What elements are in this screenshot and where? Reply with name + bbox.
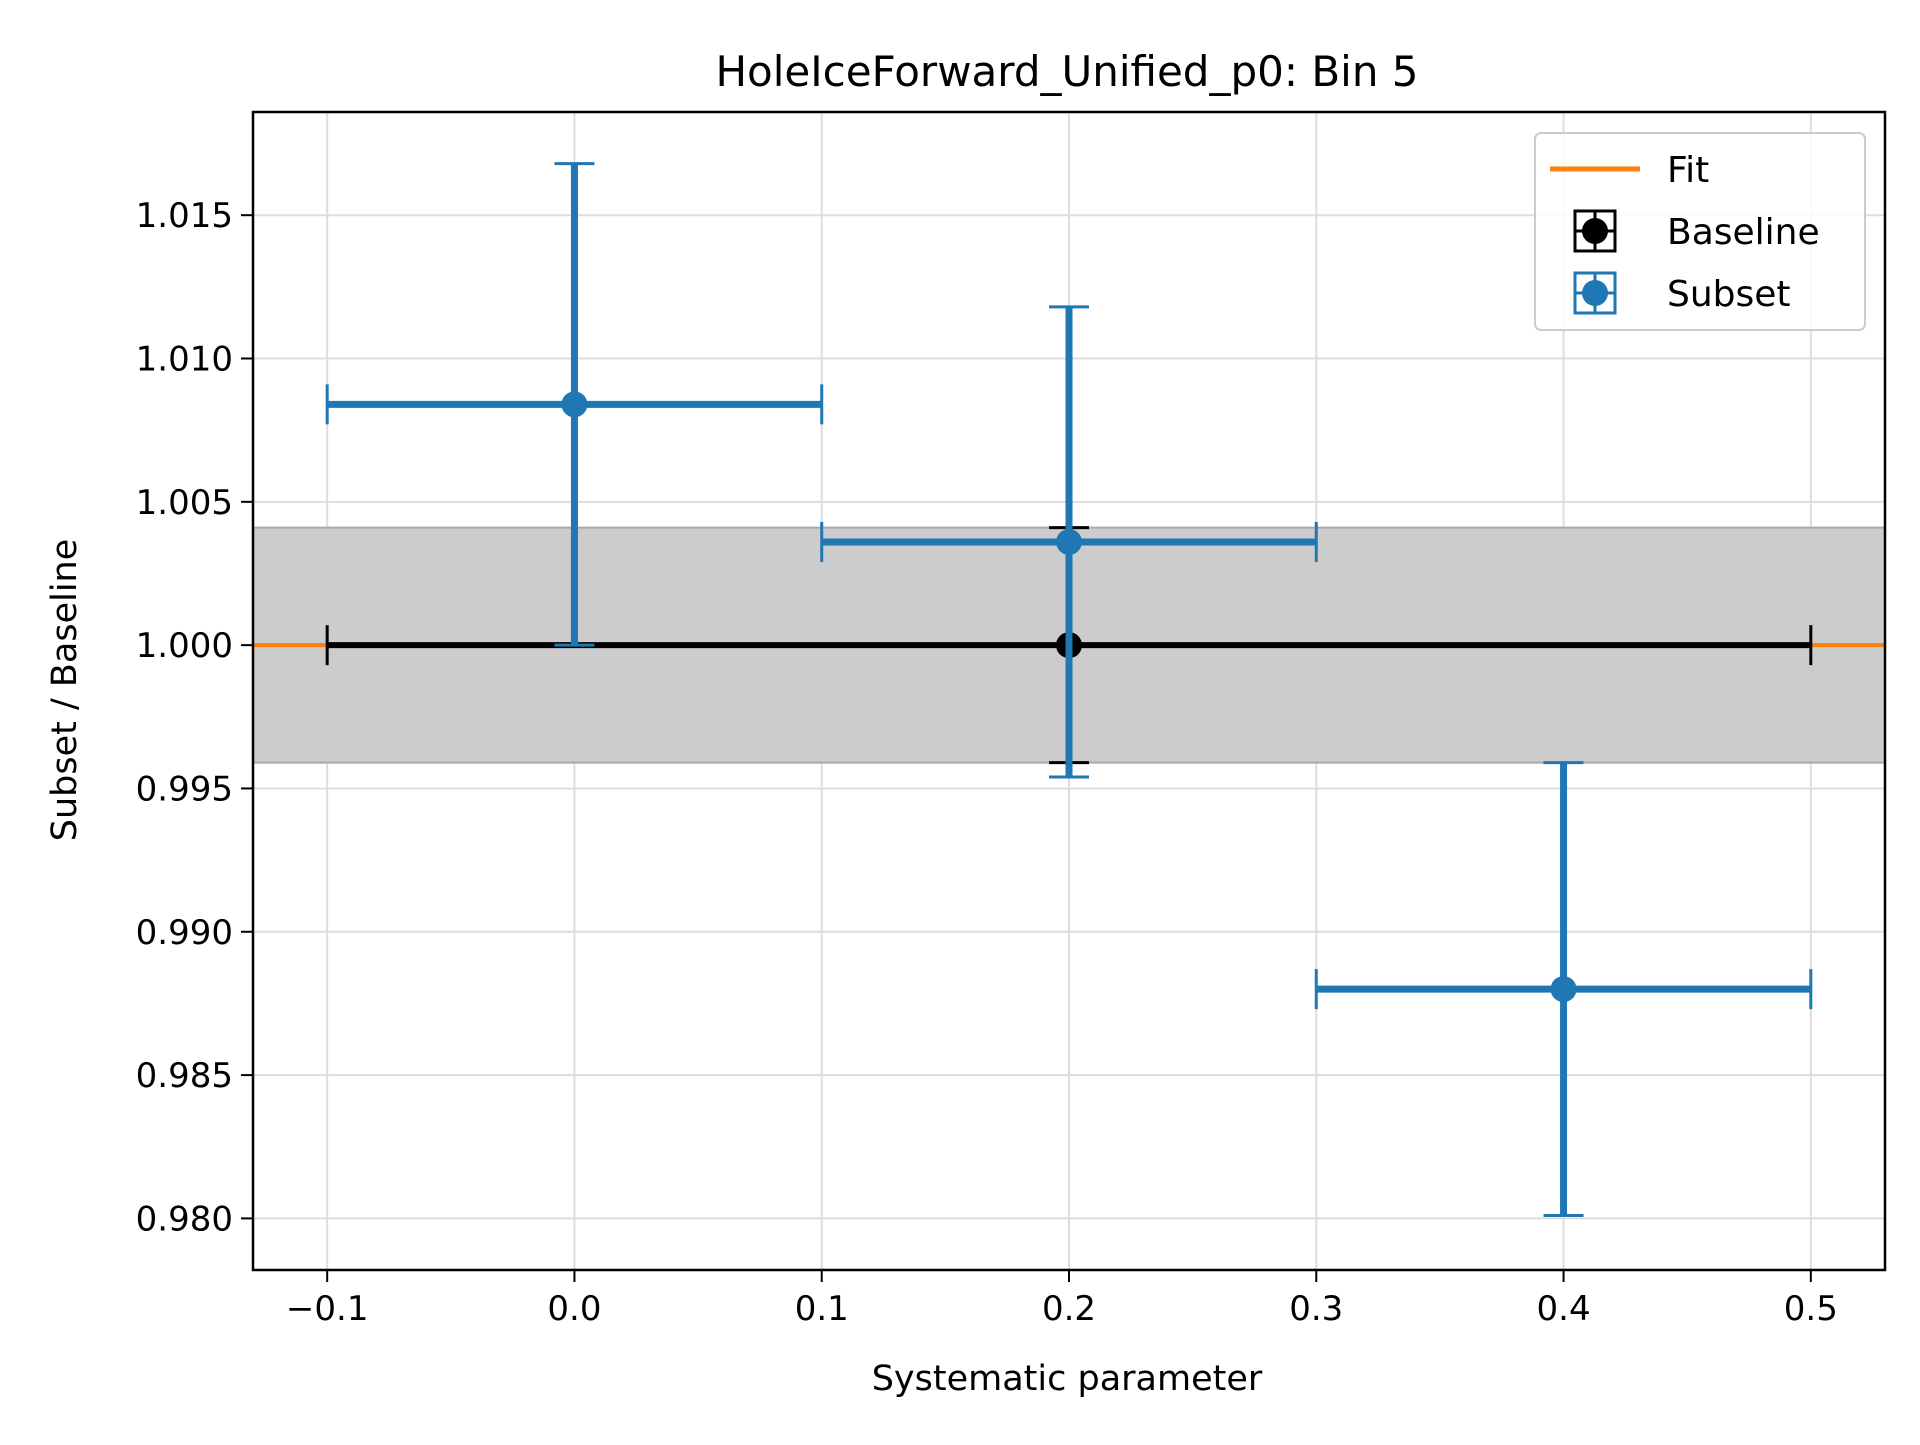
x-tick-label: −0.1	[286, 1289, 369, 1329]
x-tick-label: 0.5	[1784, 1289, 1838, 1329]
legend-label-subset: Subset	[1667, 274, 1791, 315]
y-tick-label: 1.010	[136, 340, 233, 380]
legend: Fit Baseline Subset	[1534, 132, 1866, 331]
y-tick-label: 1.005	[136, 483, 233, 523]
subset-marker	[561, 391, 588, 418]
y-tick-label: 1.015	[136, 196, 233, 236]
data-series	[325, 162, 1813, 1218]
x-tick-label: 0.3	[1289, 1289, 1343, 1329]
legend-marker	[1582, 280, 1608, 306]
legend-label-baseline: Baseline	[1667, 212, 1820, 253]
x-tick-label: 0.0	[547, 1289, 601, 1329]
y-tick-label: 0.990	[136, 913, 233, 953]
y-axis-label: Subset / Baseline	[45, 539, 85, 842]
axes: −0.1 0.0 0.1 0.2 0.3 0.4 0.5 0.980 0.985 0.990 0.9…	[136, 110, 1887, 1329]
subset-point	[820, 305, 1318, 779]
subset-marker	[1550, 976, 1577, 1003]
y-tick-label: 0.995	[136, 769, 233, 809]
legend-marker	[1582, 218, 1608, 244]
y-tick-label: 1.000	[136, 626, 233, 666]
x-axis-label: Systematic parameter	[872, 1359, 1263, 1399]
chart-title: HoleIceForward_Unified_p0: Bin 5	[715, 47, 1418, 96]
subset-point	[325, 162, 824, 647]
x-tick-label: 0.1	[795, 1289, 849, 1329]
subset-point	[1314, 761, 1813, 1218]
legend-label-fit: Fit	[1667, 150, 1709, 191]
y-tick-label: 0.980	[136, 1199, 233, 1239]
subset-marker	[1056, 528, 1082, 555]
y-tick-label: 0.985	[136, 1056, 233, 1096]
legend-box	[1534, 132, 1866, 331]
x-tick-label: 0.4	[1537, 1289, 1591, 1329]
x-tick-label: 0.2	[1042, 1289, 1096, 1329]
